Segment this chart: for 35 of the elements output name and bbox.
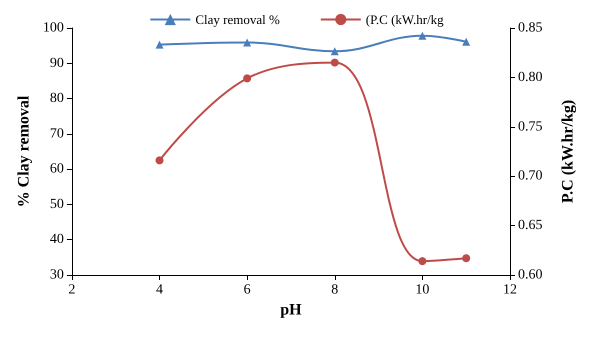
point — [418, 257, 426, 266]
legend-label: Clay removal % — [195, 12, 280, 27]
x-tick-label: 10 — [415, 282, 430, 298]
y-tick-label: 100 — [42, 20, 64, 36]
y2-axis-title: P.C (kW.hr/kg) — [560, 100, 576, 204]
x-tick-label: 4 — [156, 282, 164, 298]
point — [462, 38, 470, 46]
y2-tick-label: 0.60 — [518, 268, 542, 282]
point — [462, 254, 470, 262]
point — [330, 47, 339, 56]
y2-tick-label: 0.80 — [518, 70, 542, 85]
y2-tick-label: 0.70 — [518, 168, 542, 184]
y-tick-label: 80 — [50, 91, 64, 106]
point — [243, 74, 252, 82]
y2-tick-label: 0.65 — [518, 218, 542, 234]
y-tick-label: 90 — [50, 56, 64, 71]
x-tick-label: 12 — [503, 282, 517, 298]
y-tick-label: 40 — [50, 232, 64, 248]
y2-tick-label: 0.85 — [518, 20, 542, 36]
point — [418, 32, 426, 40]
x-tick-label: 2 — [68, 282, 76, 298]
x-axis-title: pH — [280, 301, 302, 318]
y-tick-label: 50 — [50, 196, 64, 212]
y-tick-label: 70 — [50, 126, 64, 142]
x-tick-label: 8 — [331, 282, 338, 298]
point — [243, 38, 252, 46]
point — [156, 156, 164, 164]
point — [156, 40, 164, 49]
y-tick-label: 30 — [50, 268, 64, 282]
y-tick-label: 60 — [50, 162, 64, 177]
y-axis-title: % Clay removal — [16, 95, 32, 208]
point — [330, 58, 339, 67]
legend-label: (P.C (kW.hr/kg — [366, 12, 444, 27]
y2-tick-label: 0.75 — [518, 119, 542, 134]
x-tick-label: 6 — [244, 282, 251, 298]
